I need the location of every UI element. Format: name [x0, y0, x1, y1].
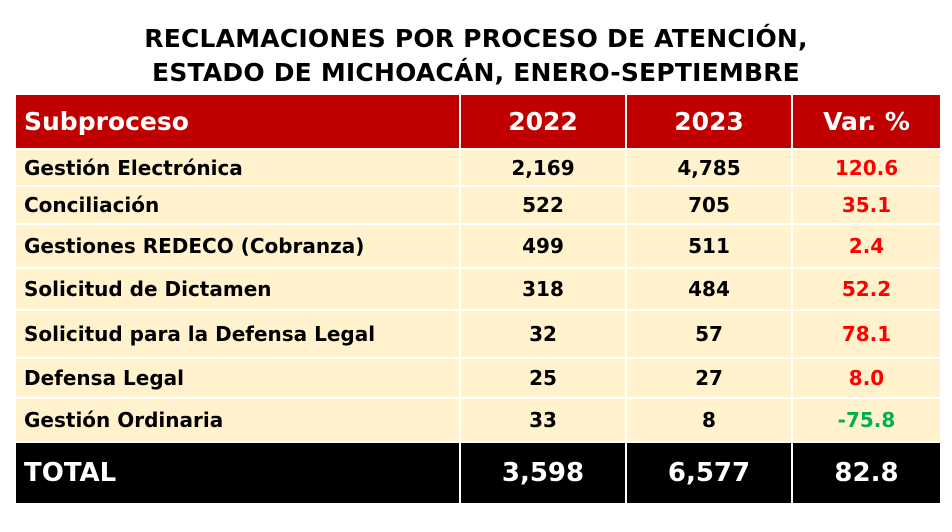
table-row: Conciliación 522 705 35.1	[14, 185, 942, 225]
row-2022: 2,169	[459, 148, 627, 187]
row-var: 35.1	[791, 185, 942, 225]
header-row: Subproceso 2022 2023 Var. %	[14, 93, 942, 150]
row-subproceso: Gestión Electrónica	[14, 148, 461, 187]
row-var: 8.0	[791, 357, 942, 399]
title-line-2: ESTADO DE MICHOACÁN, ENERO-SEPTIEMBRE	[152, 58, 800, 87]
row-2023: 511	[625, 223, 793, 269]
total-row: TOTAL 3,598 6,577 82.8	[14, 441, 942, 505]
row-2022: 499	[459, 223, 627, 269]
row-subproceso: Conciliación	[14, 185, 461, 225]
total-label: TOTAL	[14, 441, 461, 505]
row-2023: 57	[625, 309, 793, 359]
row-2022: 25	[459, 357, 627, 399]
table-row: Defensa Legal 25 27 8.0	[14, 357, 942, 399]
header-var: Var. %	[791, 93, 942, 150]
row-2022: 318	[459, 267, 627, 311]
row-subproceso: Defensa Legal	[14, 357, 461, 399]
row-2023: 4,785	[625, 148, 793, 187]
table-title: RECLAMACIONES POR PROCESO DE ATENCIÓN, E…	[0, 22, 952, 90]
title-line-1: RECLAMACIONES POR PROCESO DE ATENCIÓN,	[144, 24, 808, 53]
table-row: Gestión Ordinaria 33 8 -75.8	[14, 397, 942, 443]
header-2022: 2022	[459, 93, 627, 150]
total-2023: 6,577	[625, 441, 793, 505]
row-2022: 32	[459, 309, 627, 359]
row-subproceso: Gestión Ordinaria	[14, 397, 461, 443]
row-2022: 33	[459, 397, 627, 443]
total-var: 82.8	[791, 441, 942, 505]
table-row: Gestiones REDECO (Cobranza) 499 511 2.4	[14, 223, 942, 269]
header-subproceso: Subproceso	[14, 93, 461, 150]
header-2023: 2023	[625, 93, 793, 150]
table-row: Solicitud para la Defensa Legal 32 57 78.1	[14, 309, 942, 359]
row-var: 78.1	[791, 309, 942, 359]
row-subproceso: Solicitud para la Defensa Legal	[14, 309, 461, 359]
row-subproceso: Gestiones REDECO (Cobranza)	[14, 223, 461, 269]
row-var: 2.4	[791, 223, 942, 269]
row-var: 52.2	[791, 267, 942, 311]
row-2023: 27	[625, 357, 793, 399]
row-subproceso: Solicitud de Dictamen	[14, 267, 461, 311]
row-var: -75.8	[791, 397, 942, 443]
table-row: Gestión Electrónica 2,169 4,785 120.6	[14, 148, 942, 187]
claims-table: Subproceso 2022 2023 Var. % Gestión Elec…	[14, 93, 942, 505]
row-2023: 705	[625, 185, 793, 225]
row-2023: 484	[625, 267, 793, 311]
table-row: Solicitud de Dictamen 318 484 52.2	[14, 267, 942, 311]
row-2023: 8	[625, 397, 793, 443]
row-2022: 522	[459, 185, 627, 225]
row-var: 120.6	[791, 148, 942, 187]
total-2022: 3,598	[459, 441, 627, 505]
